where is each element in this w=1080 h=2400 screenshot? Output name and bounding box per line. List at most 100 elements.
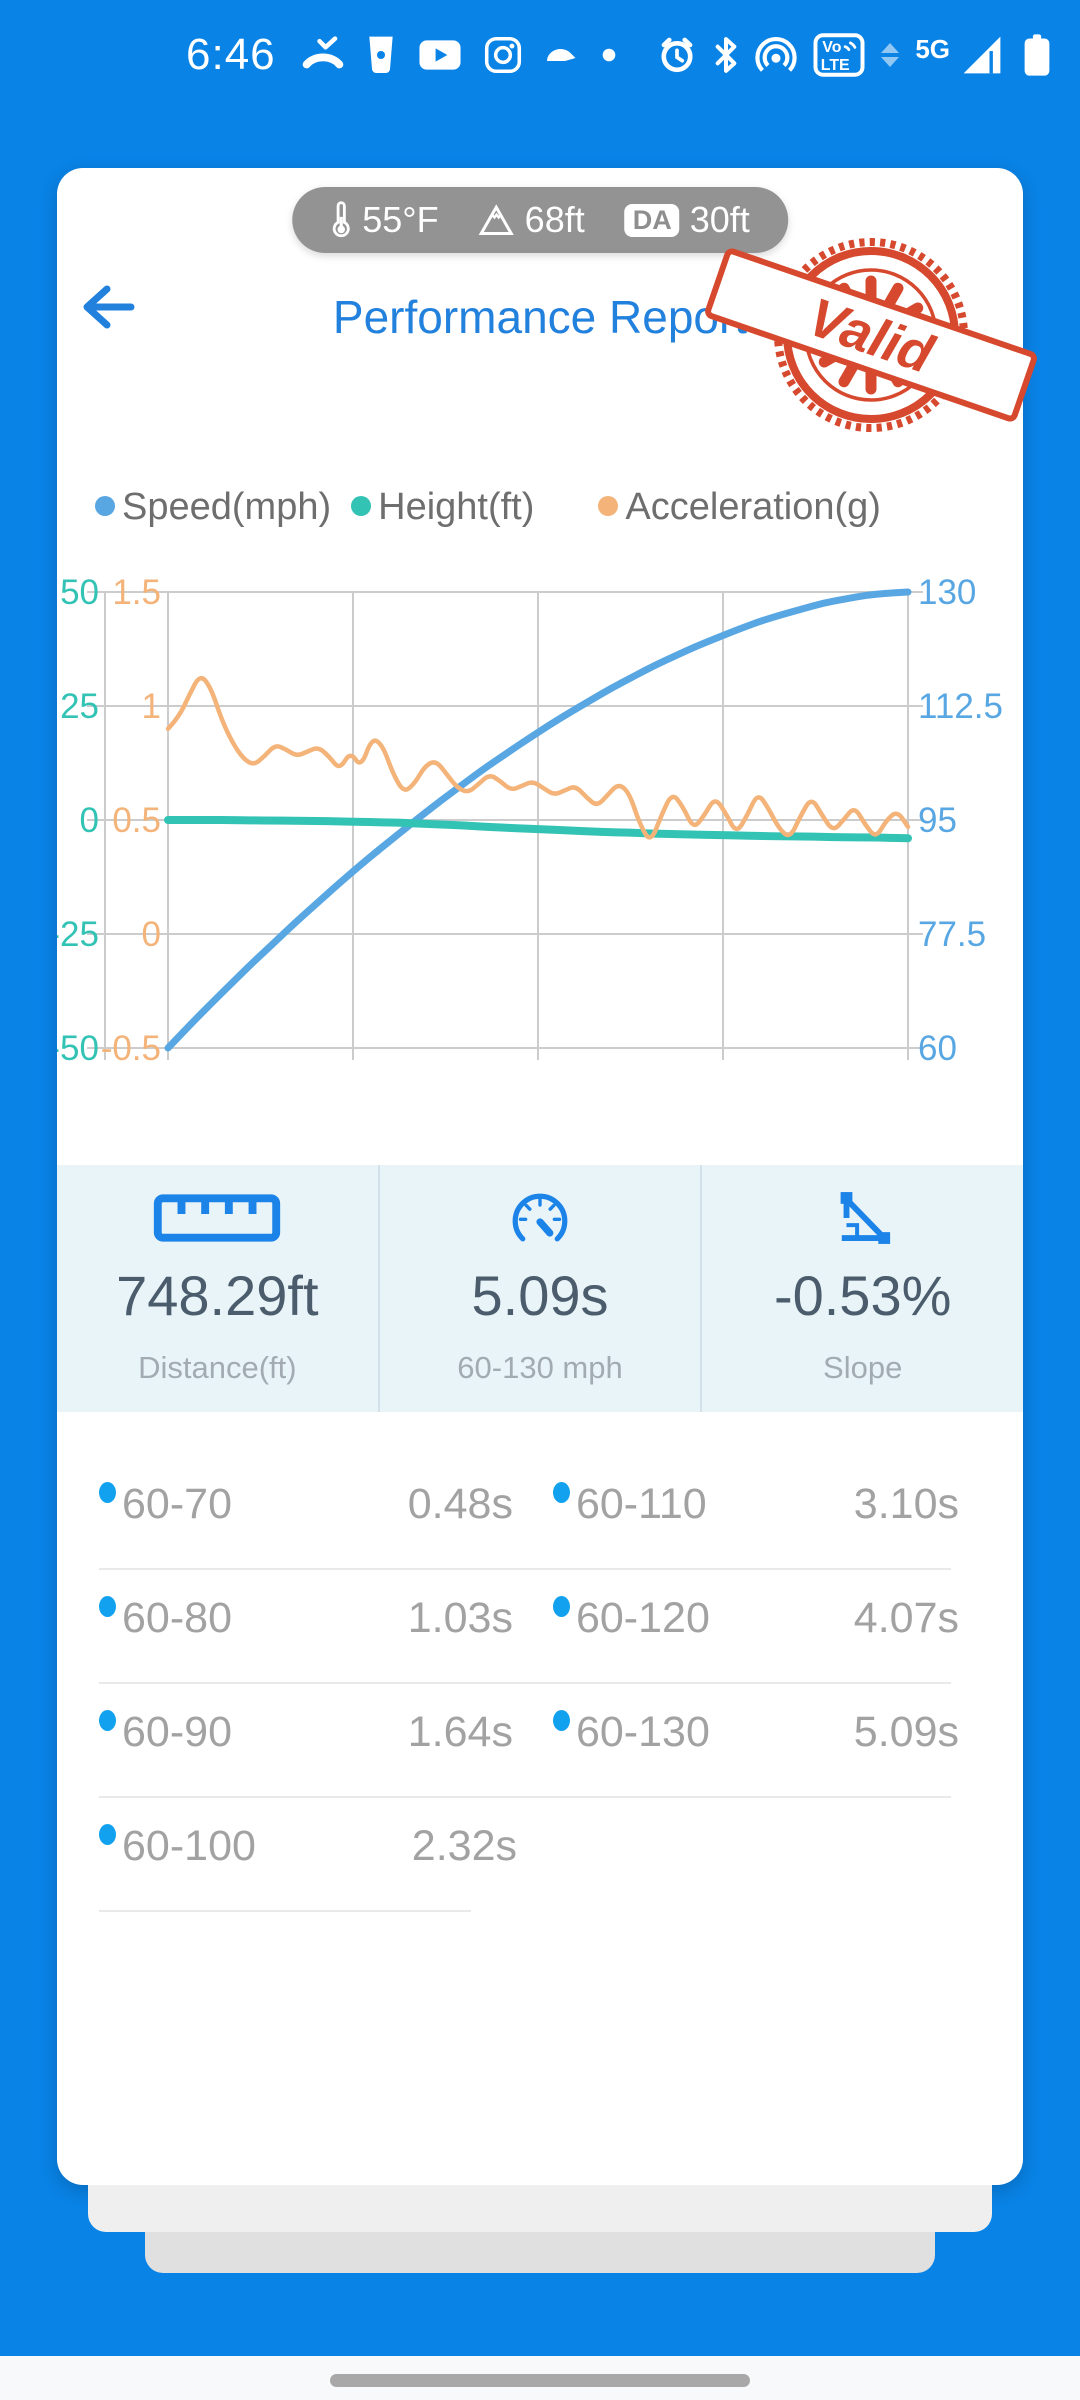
series-line-height-ft [164, 816, 912, 843]
environment-pill: 55°F 68ft DA 30ft [292, 187, 788, 253]
back-arrow-icon [83, 285, 135, 329]
doordash-icon [544, 42, 580, 68]
axis-label-left_inner: 1 [142, 687, 161, 726]
legend-item-acceleration[interactable]: Acceleration(g) [598, 486, 881, 529]
bluetooth-icon [713, 35, 739, 75]
interval-time: 5.09s [853, 1708, 959, 1756]
interval-row: 60-80 1.03s 60-120 4.07s [57, 1578, 1023, 1692]
network-type-label: 5G [915, 33, 950, 64]
interval-time: 0.48s [407, 1480, 513, 1528]
axis-label-left_inner: 0.5 [112, 801, 161, 840]
interval-times-table: 60-70 0.48s 60-110 3.10s 60-80 1.03s 60-120 4.0… [57, 1464, 1023, 1920]
axis-label-left_outer: 50 [60, 573, 99, 612]
alarm-icon [657, 35, 697, 75]
cup-icon [366, 35, 396, 75]
summary-stats: 748.29ft Distance(ft) 5.09s 60-130 mph -… [57, 1165, 1023, 1412]
slope-icon [830, 1183, 896, 1253]
interval-time: 2.32s [411, 1822, 517, 1870]
speed-legend-dot [95, 495, 115, 516]
axis-label-left_inner: 1.5 [112, 573, 161, 612]
interval-dot-icon [552, 1596, 570, 1617]
volte-bottom-label: LTE [821, 57, 850, 74]
axis-label-right: 130 [918, 573, 976, 612]
interval-cell-60-110: 60-110 3.10s [552, 1480, 959, 1578]
thermometer-icon [332, 201, 350, 238]
acceleration-legend-dot [598, 495, 619, 516]
interval-range: 60-80 [122, 1594, 232, 1642]
gesture-nav-bar [0, 2356, 1080, 2400]
interval-range: 60-100 [122, 1822, 256, 1870]
axis-label-left_inner: -0.5 [101, 1029, 161, 1068]
interval-cell-60-90: 60-90 1.64s [99, 1708, 513, 1806]
volte-icon: Vo LTE [813, 33, 865, 77]
elevation-value: 68ft [524, 199, 585, 240]
ruler-icon [151, 1183, 283, 1253]
mountain-icon [479, 204, 515, 235]
slope-label: Slope [823, 1350, 903, 1385]
interval-range: 60-130 [575, 1708, 710, 1756]
interval-range: 60-90 [122, 1708, 232, 1756]
axis-label-left_outer: -25 [57, 915, 99, 954]
axis-label-right: 95 [918, 801, 957, 840]
legend-label-height: Height(ft) [378, 486, 535, 528]
interval-row: 60-70 0.48s 60-110 3.10s [57, 1464, 1023, 1578]
axis-label-left_outer: 0 [80, 801, 99, 840]
distance-value: 748.29ft [116, 1264, 319, 1327]
battery-icon [1020, 33, 1054, 77]
legend-item-height[interactable]: Height(ft) [351, 486, 534, 529]
volte-top-label: Vo [823, 39, 842, 56]
interval-cell-60-100: 60-100 2.32s [99, 1822, 517, 1920]
interval-range: 60-110 [575, 1480, 707, 1528]
hotspot-icon [755, 35, 797, 75]
series-line-speed-mph [164, 588, 912, 1052]
interval-cell-60-130: 60-130 5.09s [552, 1708, 959, 1806]
home-indicator[interactable] [330, 2374, 750, 2387]
axis-label-left_outer: -50 [57, 1029, 99, 1068]
interval-dot-icon [99, 1482, 116, 1503]
interval-time: 1.64s [407, 1708, 513, 1756]
da-badge: DA [624, 203, 680, 237]
interval-time: 3.10s [853, 1480, 959, 1528]
distance-label: Distance(ft) [138, 1350, 297, 1385]
card-stack-layer-2 [145, 2232, 935, 2273]
stat-time: 5.09s 60-130 mph [377, 1165, 701, 1412]
legend-item-speed[interactable]: Speed(mph) [95, 486, 331, 529]
report-card: 55°F 68ft DA 30ft Performance Report [57, 168, 1037, 2185]
notification-dot-icon [602, 48, 616, 62]
instagram-icon [484, 36, 522, 74]
interval-dot-icon [99, 1824, 116, 1845]
axis-label-right: 112.5 [918, 687, 1003, 726]
performance-chart: 50 25 0 -25 -50 1.5 1 0.5 0 -0.5 130 112.5 95 77.5 60 [57, 573, 1003, 1068]
signal-icon [960, 34, 1004, 76]
youtube-icon [418, 38, 462, 72]
interval-cell-60-80: 60-80 1.03s [99, 1594, 513, 1692]
missed-call-icon [302, 36, 344, 74]
legend-label-speed: Speed(mph) [122, 486, 332, 528]
time-value: 5.09s [471, 1264, 609, 1327]
page-title: Performance Report [332, 291, 748, 343]
interval-dot-icon [99, 1596, 116, 1617]
interval-time: 4.07s [853, 1594, 959, 1642]
interval-range: 60-70 [122, 1480, 232, 1528]
clock-time: 6:46 [186, 30, 276, 79]
interval-row: 60-90 1.64s 60-130 5.09s [57, 1692, 1023, 1806]
slope-value: -0.53% [773, 1264, 952, 1327]
interval-dot-icon [99, 1710, 116, 1731]
legend-label-acceleration: Acceleration(g) [625, 486, 881, 528]
network-arrows-icon [881, 43, 900, 67]
axis-label-right: 77.5 [918, 915, 986, 954]
interval-cell-60-70: 60-70 0.48s [99, 1480, 513, 1578]
axis-label-left_outer: 25 [60, 687, 99, 726]
interval-dot-icon [552, 1482, 570, 1503]
stat-distance: 748.29ft Distance(ft) [57, 1165, 378, 1412]
interval-cell-60-120: 60-120 4.07s [552, 1594, 959, 1692]
interval-dot-icon [552, 1710, 570, 1731]
density-altitude-value: 30ft [689, 199, 750, 240]
interval-range: 60-120 [575, 1594, 710, 1642]
gauge-icon [508, 1183, 572, 1253]
chart-legend: Speed(mph) Height(ft) Acceleration(g) [95, 486, 1003, 529]
card-stack-layer-1 [88, 2185, 992, 2232]
back-button[interactable] [79, 284, 137, 330]
interval-time: 1.03s [407, 1594, 513, 1642]
time-label: 60-130 mph [457, 1350, 623, 1385]
